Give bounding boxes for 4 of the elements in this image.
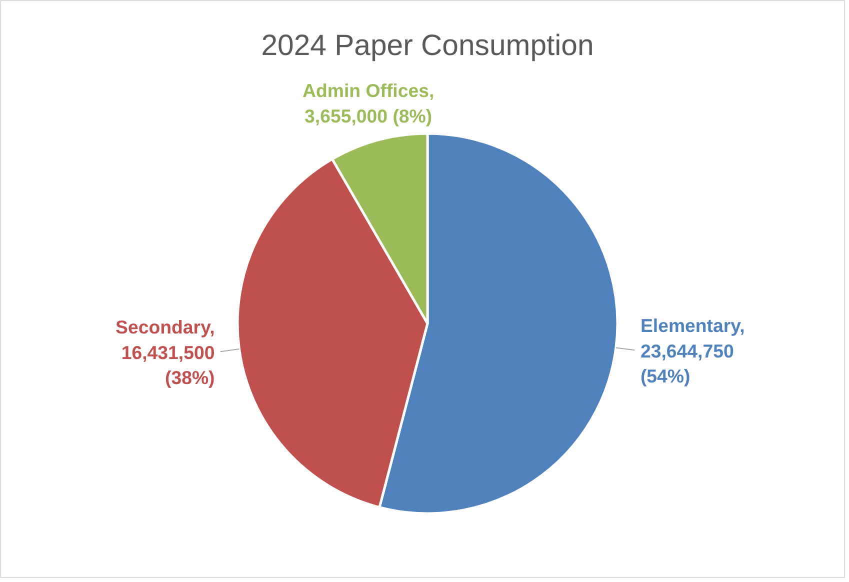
chart-title: 2024 Paper Consumption — [261, 29, 594, 62]
slice-label: Elementary, 23,644,750 (54%) — [640, 315, 745, 387]
slice-label: Secondary, 16,431,500 (38%) — [116, 316, 215, 388]
slice-label: Admin Offices, 3,655,000 (8%) — [302, 80, 434, 126]
